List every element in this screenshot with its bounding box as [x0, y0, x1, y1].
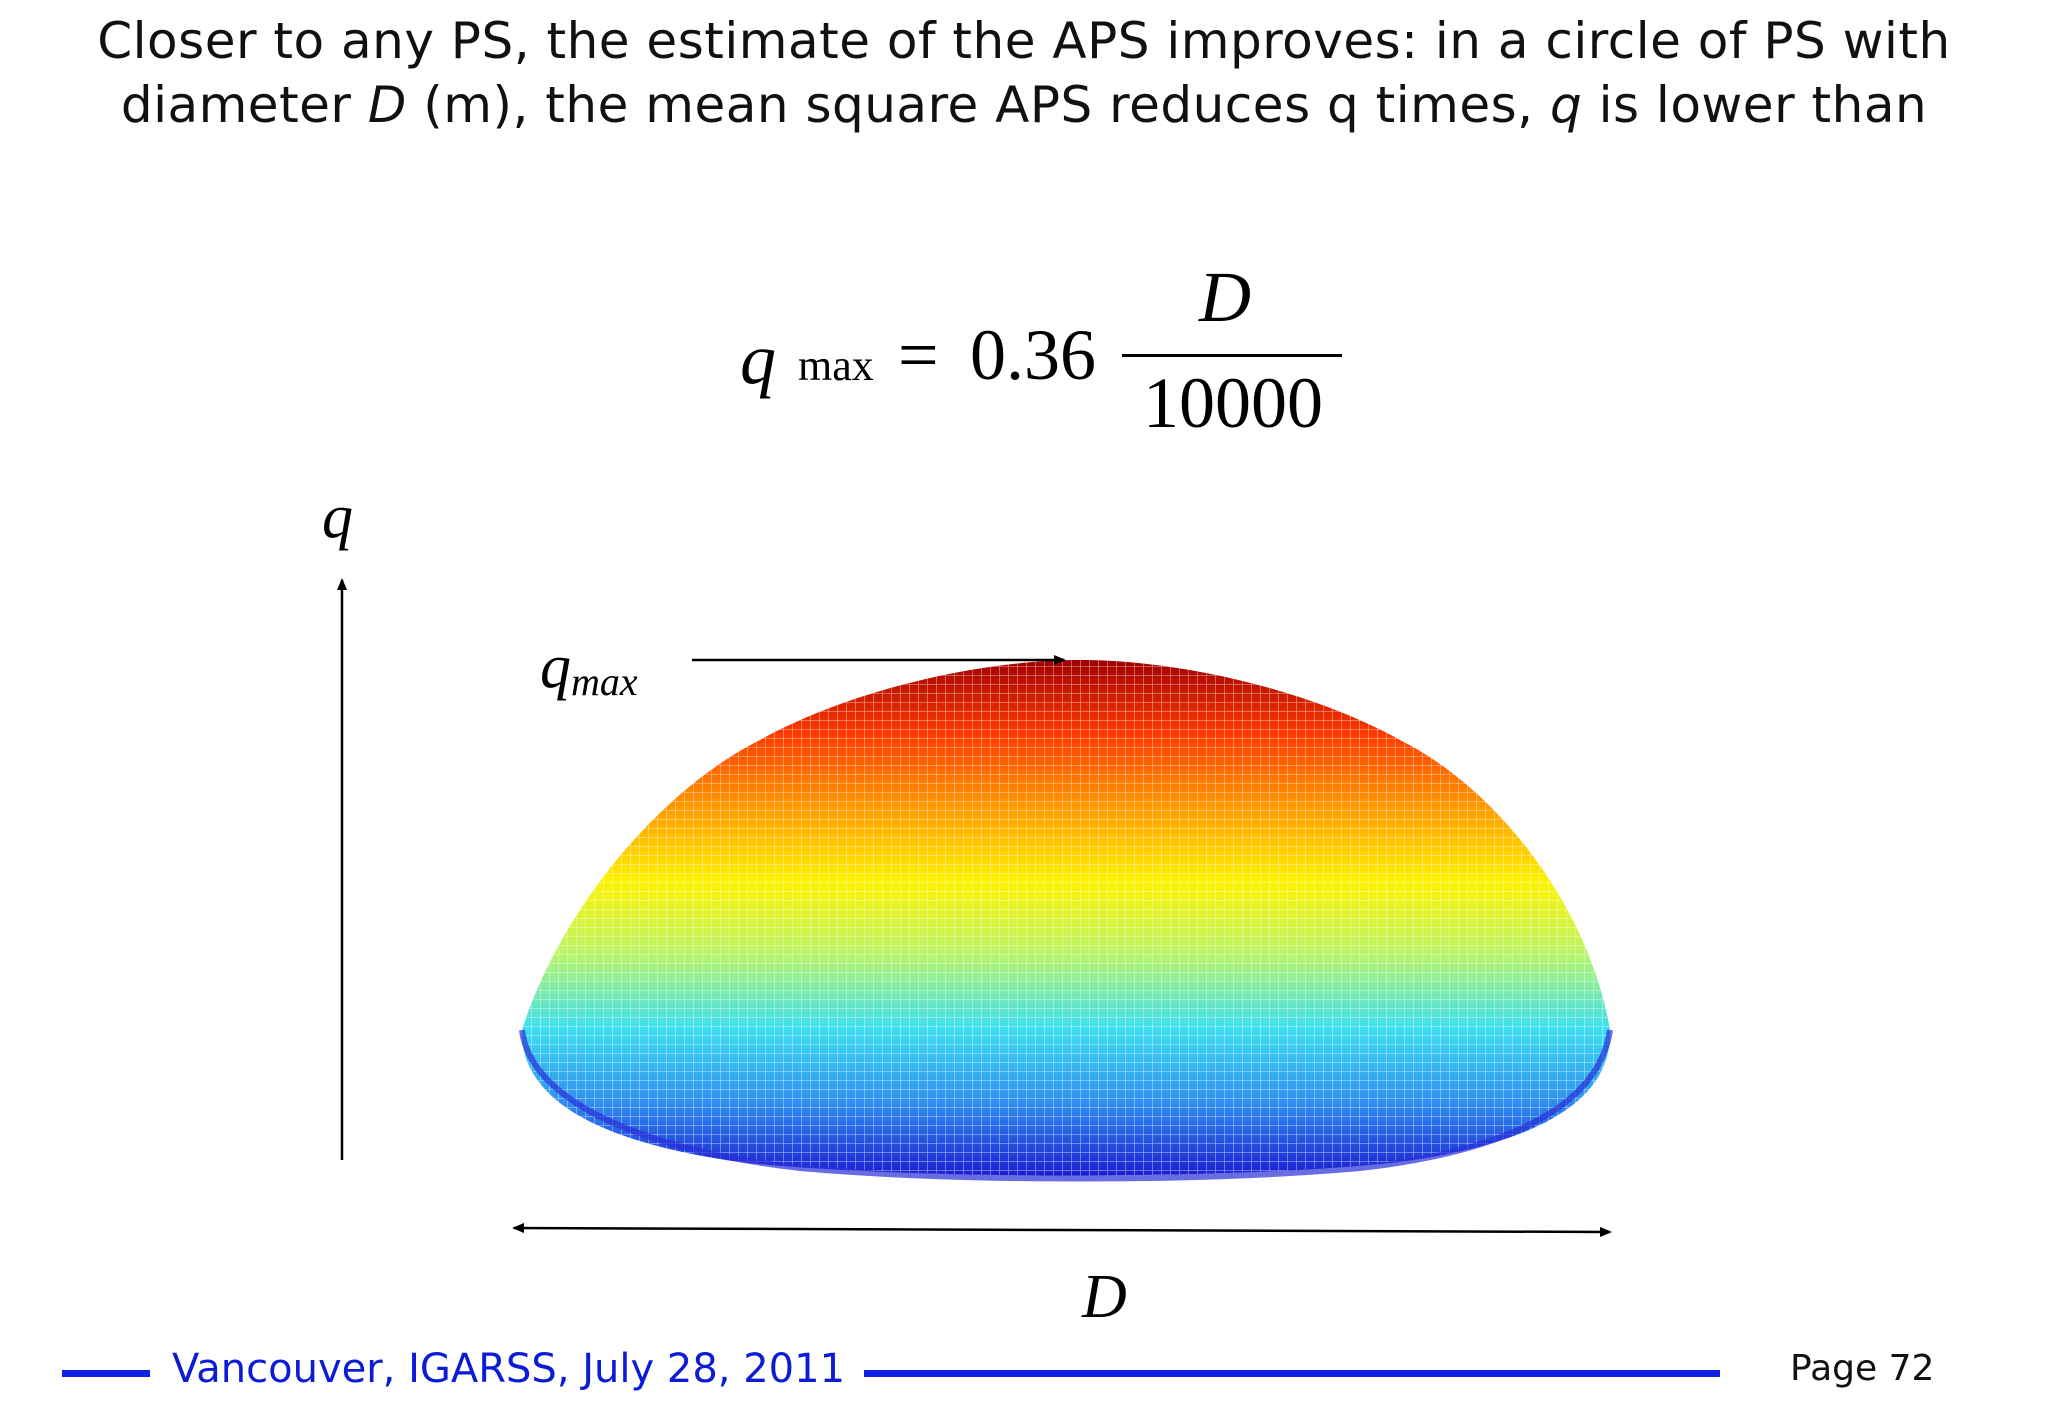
page-number: Page 72	[1790, 1348, 1935, 1389]
slide-title-line-1: Closer to any PS, the estimate of the AP…	[97, 12, 1951, 70]
d-extent-arrow	[512, 1223, 1612, 1237]
formula-denominator: 10000	[1143, 363, 1323, 443]
qmax-formula: q max = 0.36 D 10000	[740, 257, 1360, 450]
footer-rule-left	[62, 1370, 150, 1377]
footer-rule-right	[864, 1370, 1720, 1377]
qmax-label-subscript: max	[571, 659, 638, 704]
formula-numerator: D	[1199, 257, 1251, 337]
slide-title-line-2: diameter D (m), the mean square APS redu…	[0, 76, 2048, 134]
formula-coefficient: 0.36	[970, 315, 1096, 395]
formula-max-subscript: max	[798, 341, 874, 390]
qmax-peak-label: qmax	[540, 632, 638, 704]
title-text-diameter: diameter	[120, 76, 368, 134]
title-text-suffix: is lower than	[1582, 76, 1928, 134]
formula-q: q	[740, 319, 776, 399]
footer-location: Vancouver, IGARSS, July 28, 2011	[172, 1346, 846, 1392]
qmax-label-q: q	[540, 633, 571, 701]
d-axis-label: D	[1082, 1263, 1127, 1331]
dome-mesh	[521, 660, 1611, 1176]
dome-surface	[519, 660, 1613, 1182]
title-var-d: D	[367, 76, 407, 134]
q-axis-label: q	[322, 483, 353, 551]
formula-equals: =	[898, 315, 939, 395]
title-var-q: q	[1549, 76, 1583, 134]
formula-fraction-bar	[1122, 354, 1342, 357]
dome-base-rim	[519, 1029, 1613, 1182]
title-text-mid: (m), the mean square APS reduces q times…	[406, 76, 1550, 134]
